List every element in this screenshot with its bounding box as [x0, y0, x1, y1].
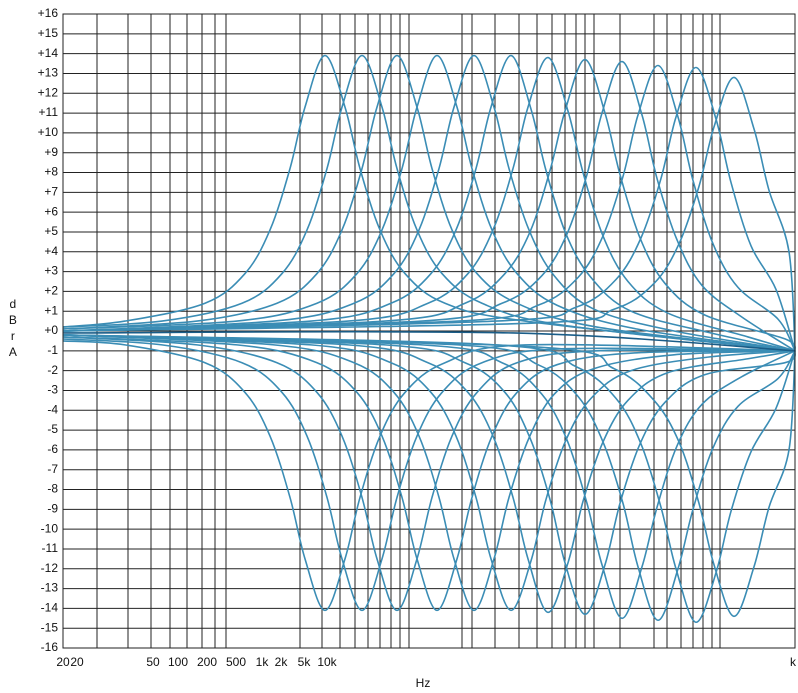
eq-curve — [62, 334, 796, 618]
y-axis-label: dBrA — [6, 297, 20, 361]
y-tick-label: -14 — [41, 601, 59, 615]
y-tick-label: +2 — [44, 284, 58, 298]
y-tick-label: +0 — [44, 323, 58, 337]
eq-curve — [62, 334, 796, 620]
x-tick-label: 20 — [70, 655, 84, 669]
y-tick-label: -13 — [41, 581, 59, 595]
x-tick-label: 10k — [317, 655, 337, 669]
eq-curve — [62, 336, 796, 612]
eq-curve — [62, 56, 796, 352]
eq-curve — [62, 338, 796, 612]
y-tick-label: +3 — [44, 264, 58, 278]
y-tick-label: +8 — [44, 165, 58, 179]
x-tick-label: 100 — [168, 655, 188, 669]
eq-curve — [62, 76, 796, 351]
y-tick-label: -9 — [47, 501, 58, 515]
y-tick-label: +6 — [44, 204, 58, 218]
y-tick-label: -2 — [47, 363, 58, 377]
eq-curve — [62, 66, 796, 352]
y-tick-label: -8 — [47, 482, 58, 496]
y-tick-label: -4 — [47, 402, 58, 416]
y-tick-label: -7 — [47, 462, 58, 476]
eq-curve — [62, 336, 796, 612]
x-tick-label: 1k — [256, 655, 270, 669]
y-tick-label: +4 — [44, 244, 58, 258]
y-tick-label: -6 — [47, 442, 58, 456]
eq-curve — [62, 54, 796, 352]
eq-curve — [62, 54, 796, 352]
y-tick-label: -16 — [41, 640, 59, 654]
y-tick-label: +11 — [39, 105, 59, 119]
eq-curve — [62, 334, 796, 614]
grid — [62, 13, 796, 649]
y-tick-label: -1 — [47, 343, 58, 357]
eq-curve — [62, 334, 796, 612]
eq-curve — [62, 334, 796, 624]
eq-curve — [62, 54, 796, 352]
y-tick-label: +7 — [44, 184, 58, 198]
y-tick-label: +13 — [38, 66, 59, 80]
plot-frame — [62, 13, 796, 649]
x-tick-label: 20 — [56, 655, 70, 669]
eq-curve — [62, 54, 796, 352]
y-tick-label: -12 — [41, 561, 59, 575]
y-tick-label: +16 — [38, 6, 59, 20]
labels: -16 -15 -14 -13 -12 -11 -10 -9 -8 -7 -6 -5 -4 -3 -2 -1 +… — [38, 6, 797, 669]
x-tick-label: 500 — [226, 655, 246, 669]
y-tick-label: -15 — [41, 620, 59, 634]
eq-curve — [62, 334, 796, 612]
eq-curve — [62, 64, 796, 352]
y-tick-label: -11 — [42, 541, 59, 555]
y-tick-label: +12 — [38, 85, 59, 99]
y-tick-label: -10 — [41, 521, 59, 535]
eq-curve — [62, 60, 796, 352]
eq-curve — [62, 54, 796, 352]
eq-curve — [62, 334, 796, 622]
y-tick-label: +15 — [38, 26, 59, 40]
x-tick-label: 200 — [197, 655, 217, 669]
y-tick-label: +9 — [44, 145, 58, 159]
eq-curve — [62, 58, 796, 352]
x-tick-label: k — [790, 655, 797, 669]
x-tick-label: 50 — [146, 655, 160, 669]
y-tick-label: +5 — [44, 224, 58, 238]
y-tick-label: +14 — [38, 46, 59, 60]
eq-curve — [62, 340, 796, 612]
eq-curve — [62, 54, 796, 352]
x-tick-label: 5k — [298, 655, 312, 669]
y-tick-label: -3 — [47, 383, 58, 397]
y-tick-label: +10 — [38, 125, 59, 139]
y-tick-label: -5 — [47, 422, 58, 436]
y-tick-label: +1 — [44, 303, 58, 317]
eq-curve — [62, 334, 796, 616]
x-axis-label: Hz — [416, 676, 431, 690]
x-tick-label: 2k — [275, 655, 289, 669]
curves — [62, 54, 796, 624]
eq-curve — [62, 330, 796, 352]
